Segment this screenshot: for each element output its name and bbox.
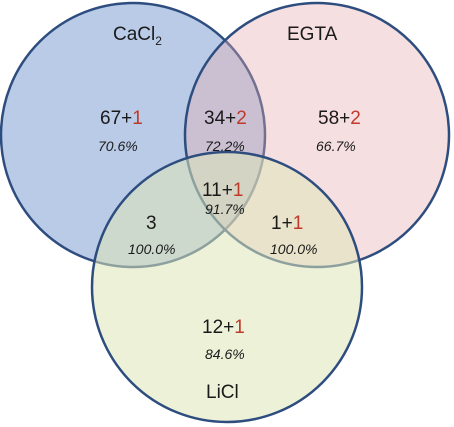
cacl2-egta-count: 34+2 bbox=[204, 108, 247, 129]
licl-label: LiCl bbox=[206, 382, 239, 403]
all-three-count: 11+1 bbox=[202, 180, 243, 201]
cacl2-only-percent: 70.6% bbox=[98, 138, 138, 154]
egta-only-percent: 66.7% bbox=[316, 138, 356, 154]
egta-licl-percent: 100.0% bbox=[270, 241, 317, 257]
all-three-percent: 91.7% bbox=[205, 201, 245, 217]
licl-only-percent: 84.6% bbox=[205, 346, 245, 362]
cacl2-egta-percent: 72.2% bbox=[205, 138, 245, 154]
cacl2-label: CaCl2 bbox=[113, 24, 162, 48]
egta-licl-count: 1+1 bbox=[271, 213, 303, 234]
cacl2-licl-percent: 100.0% bbox=[128, 241, 175, 257]
cacl2-licl-count: 3 bbox=[146, 213, 157, 234]
licl-only-count: 12+1 bbox=[202, 317, 245, 338]
licl-circle bbox=[90, 150, 364, 424]
cacl2-only-count: 67+1 bbox=[100, 108, 143, 129]
egta-only-count: 58+2 bbox=[318, 108, 361, 129]
egta-label: EGTA bbox=[287, 24, 338, 45]
